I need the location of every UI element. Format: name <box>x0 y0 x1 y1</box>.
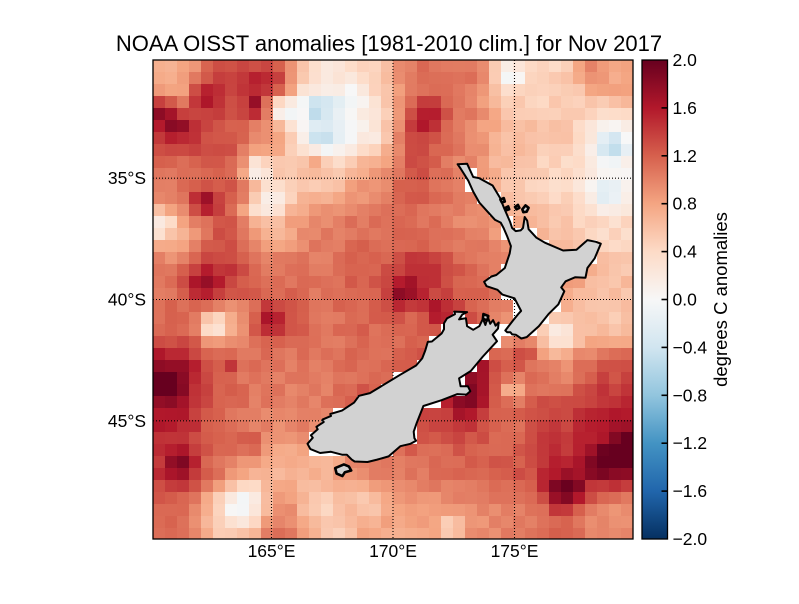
svg-text:170°E: 170°E <box>369 541 417 561</box>
svg-text:1.6: 1.6 <box>673 98 697 118</box>
svg-text:NOAA OISST anomalies [1981-201: NOAA OISST anomalies [1981-2010 clim.] f… <box>116 31 662 56</box>
svg-text:−1.6: −1.6 <box>673 481 708 501</box>
svg-text:−1.2: −1.2 <box>673 433 708 453</box>
svg-text:40°S: 40°S <box>108 290 146 310</box>
svg-text:165°E: 165°E <box>248 541 296 561</box>
svg-text:35°S: 35°S <box>108 168 146 188</box>
svg-text:2.0: 2.0 <box>673 50 698 70</box>
svg-text:175°E: 175°E <box>491 541 539 561</box>
svg-text:−2.0: −2.0 <box>673 529 708 549</box>
svg-text:−0.8: −0.8 <box>673 385 708 405</box>
svg-text:0.4: 0.4 <box>673 242 698 262</box>
svg-text:degrees C anomalies: degrees C anomalies <box>710 212 731 387</box>
svg-text:0.0: 0.0 <box>673 290 698 310</box>
svg-text:1.2: 1.2 <box>673 146 697 166</box>
svg-text:−0.4: −0.4 <box>673 337 708 357</box>
svg-text:45°S: 45°S <box>108 411 146 431</box>
svg-text:0.8: 0.8 <box>673 194 697 214</box>
